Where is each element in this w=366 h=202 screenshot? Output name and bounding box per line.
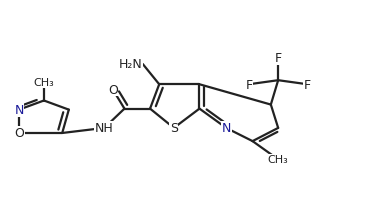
Text: F: F	[245, 78, 253, 91]
Text: F: F	[274, 52, 282, 65]
Text: O: O	[14, 127, 24, 140]
Text: N: N	[221, 122, 231, 135]
Text: NH: NH	[95, 122, 114, 135]
Text: O: O	[108, 83, 117, 96]
Text: N: N	[14, 104, 24, 117]
Text: S: S	[170, 122, 178, 135]
Text: F: F	[304, 78, 311, 91]
Text: H₂N: H₂N	[119, 58, 143, 71]
Text: CH₃: CH₃	[34, 78, 54, 88]
Text: CH₃: CH₃	[268, 155, 288, 165]
